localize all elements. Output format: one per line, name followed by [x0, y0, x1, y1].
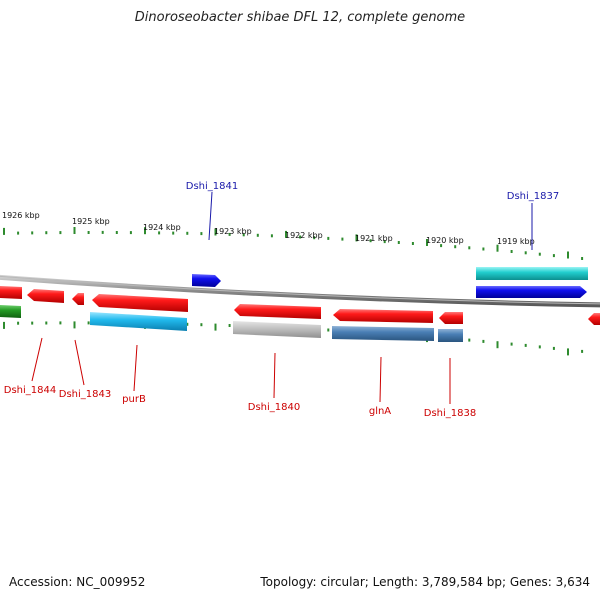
gene-label-dshi-1844[interactable]: Dshi_1844: [4, 385, 56, 396]
label-leaders: [31, 191, 533, 404]
gene-edge-red-right[interactable]: [588, 313, 600, 325]
gene-edge-green[interactable]: [0, 305, 21, 318]
accession-text: Accession: NC_009952: [9, 575, 146, 589]
kbp-label-1925: 1925 kbp: [72, 217, 110, 226]
kbp-label-1920: 1920 kbp: [426, 236, 464, 245]
gene-dshi-1841-arrow[interactable]: [192, 274, 221, 287]
gene-steel-block-1838[interactable]: [438, 329, 463, 342]
kbp-label-1926: 1926 kbp: [2, 211, 40, 220]
gene-dshi-1844-arrow[interactable]: [27, 289, 64, 303]
gene-glna-arrow[interactable]: [333, 309, 433, 323]
gene-dshi-1836-arrow[interactable]: [476, 286, 587, 298]
gene-gray-block[interactable]: [233, 321, 321, 338]
gene-label-dshi-1843[interactable]: Dshi_1843: [59, 389, 111, 400]
genome-summary-text: Topology: circular; Length: 3,789,584 bp…: [260, 575, 590, 589]
gene-dshi-1837-block[interactable]: [476, 267, 588, 280]
outer-tick-row: [3, 227, 584, 260]
gene-label-purb[interactable]: purB: [122, 394, 146, 405]
gene-steel-block-glna[interactable]: [332, 326, 434, 341]
kbp-label-1921: 1921 kbp: [355, 234, 393, 243]
gene-label-dshi-1841[interactable]: Dshi_1841: [186, 181, 238, 192]
gene-label-dshi-1837[interactable]: Dshi_1837: [507, 191, 559, 202]
gene-label-dshi-1838[interactable]: Dshi_1838: [424, 408, 476, 419]
gene-purb-partner-block[interactable]: [90, 312, 187, 331]
kbp-label-1923: 1923 kbp: [214, 227, 252, 236]
gene-dshi-1838-arrow[interactable]: [439, 312, 463, 324]
kbp-label-1919: 1919 kbp: [497, 237, 535, 246]
gene-edge-red[interactable]: [0, 286, 22, 299]
gene-label-glna[interactable]: glnA: [369, 406, 391, 417]
backbone-highlight: [0, 275, 600, 305]
genome-backbone: [0, 274, 600, 308]
kbp-label-1922: 1922 kbp: [285, 231, 323, 240]
gene-purb-arrow[interactable]: [92, 294, 188, 312]
gene-dshi-1840-arrow[interactable]: [234, 304, 321, 319]
map-title: Dinoroseobacter shibae DFL 12, complete …: [134, 10, 466, 25]
gene-label-dshi-1840[interactable]: Dshi_1840: [248, 402, 300, 413]
gene-dshi-1843-arrow[interactable]: [72, 293, 84, 305]
kbp-label-1924: 1924 kbp: [143, 223, 181, 232]
